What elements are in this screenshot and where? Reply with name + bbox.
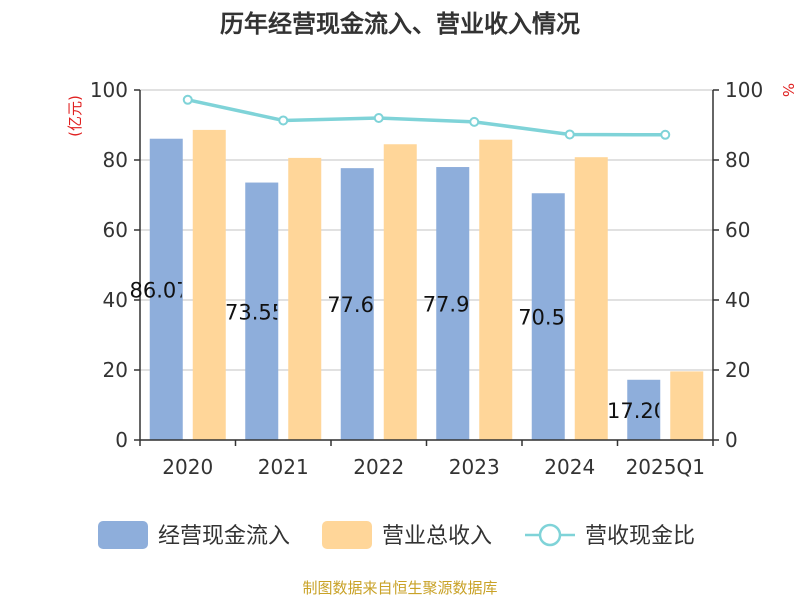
bar-cash-inflow <box>149 138 183 441</box>
bar-cash-inflow <box>436 167 470 440</box>
bar-total-revenue <box>192 129 226 440</box>
bar-total-revenue <box>288 157 322 440</box>
ratio-point <box>373 113 384 123</box>
data-labels: 86.078 73.558 77.67 77.99 70.50 17.208 <box>130 278 680 423</box>
bar-total-revenue <box>574 157 608 440</box>
legend-item: 营业总收入 <box>322 521 492 549</box>
ratio-point <box>564 129 575 140</box>
bars <box>149 129 704 441</box>
ratio-point <box>469 116 480 127</box>
y-tick-label: 40 <box>103 288 128 312</box>
legend-item: 经营现金流入 <box>98 521 290 549</box>
y2-tick-label: 20 <box>725 358 750 382</box>
bar-value-label: 73.558 <box>225 300 298 324</box>
x-tick-label: 2024 <box>544 455 595 479</box>
ratio-line-series <box>182 94 671 140</box>
y-tick-label: 0 <box>115 428 128 452</box>
legend-item: 营收现金比 <box>525 523 695 549</box>
legend-marker <box>538 523 562 547</box>
y-axis-label: (亿元) <box>66 95 84 137</box>
y2-axis-label: % <box>779 83 797 97</box>
bar-value-label: 77.99 <box>423 293 483 317</box>
y-tick-label: 20 <box>103 358 128 382</box>
bar-total-revenue <box>479 139 513 440</box>
gridlines <box>140 89 713 441</box>
y2-tick-label: 80 <box>725 148 750 172</box>
ratio-line <box>187 98 666 137</box>
legend-label: 经营现金流入 <box>158 524 290 549</box>
bar-value-label: 86.078 <box>130 278 203 302</box>
y-tick-label: 100 <box>90 78 128 102</box>
ratio-point <box>182 94 193 105</box>
axes: 0 20 40 60 80 100 0 20 40 60 80 100 2020 2021 2022 2023… <box>90 78 763 479</box>
bar-value-label: 77.67 <box>327 293 387 317</box>
y-tick-label: 80 <box>103 148 128 172</box>
ratio-point <box>660 129 671 140</box>
bar-total-revenue <box>383 144 417 440</box>
legend-label: 营业总收入 <box>382 524 492 549</box>
x-tick-label: 2023 <box>449 455 500 479</box>
legend-label: 营收现金比 <box>585 524 695 549</box>
bar-cash-inflow <box>340 168 374 440</box>
bar-cash-inflow <box>531 193 565 440</box>
data-source-note: 制图数据来自恒生聚源数据库 <box>302 579 497 597</box>
x-tick-label: 2025Q1 <box>626 455 705 479</box>
y2-tick-label: 40 <box>725 288 750 312</box>
x-tick-label: 2022 <box>353 455 404 479</box>
bar-cash-inflow <box>245 182 279 440</box>
y2-tick-label: 0 <box>725 428 738 452</box>
bar-value-label: 17.208 <box>607 399 680 423</box>
y2-tick-label: 60 <box>725 218 750 242</box>
legend-swatch <box>98 521 148 549</box>
ratio-point <box>278 115 289 126</box>
y-tick-label: 60 <box>103 218 128 242</box>
legend-swatch <box>322 521 372 549</box>
bar-value-label: 70.50 <box>518 306 578 330</box>
bar-cash-inflow <box>627 379 661 440</box>
x-tick-label: 2021 <box>258 455 309 479</box>
chart-title: 历年经营现金流入、营业收入情况 <box>220 10 580 38</box>
x-tick-label: 2020 <box>162 455 213 479</box>
bar-total-revenue <box>670 371 704 440</box>
y2-tick-label: 100 <box>725 78 763 102</box>
legend: 经营现金流入 营业总收入 营收现金比 <box>98 521 695 549</box>
